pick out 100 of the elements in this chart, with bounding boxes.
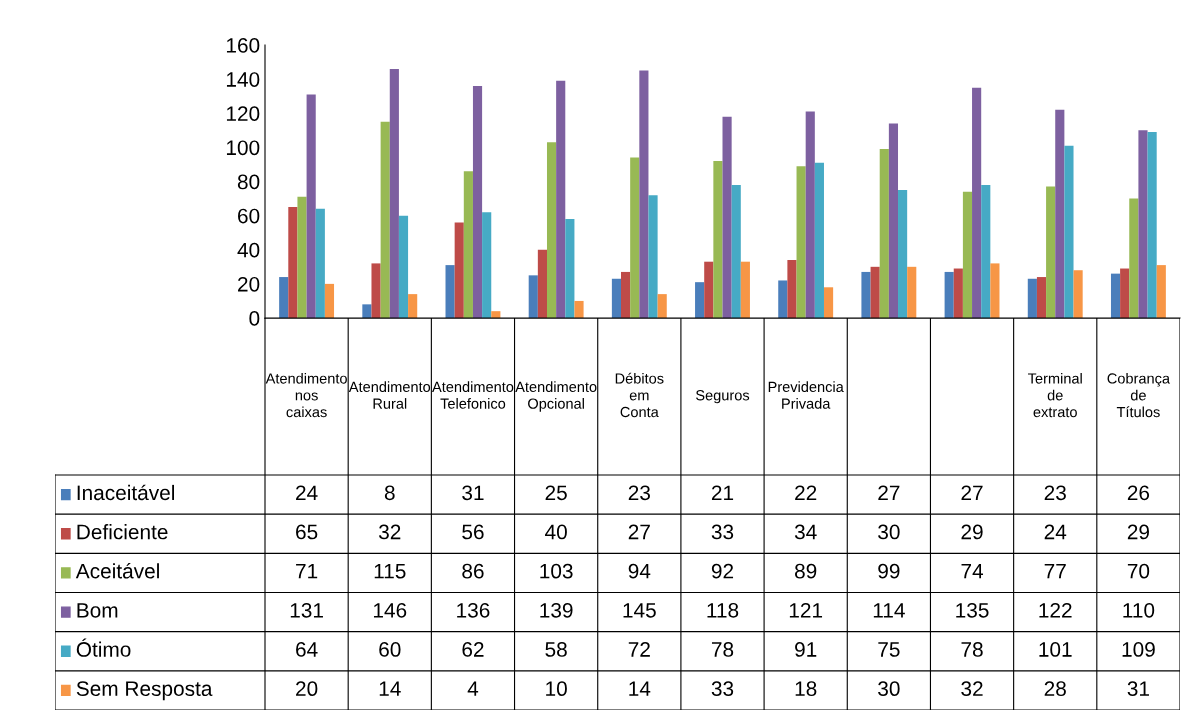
bar [888, 123, 899, 318]
bar [1027, 278, 1037, 318]
data-label: 20 [296, 681, 318, 697]
data-label: 28 [1044, 681, 1066, 697]
data-label: 122 [1039, 602, 1072, 618]
bar [740, 261, 750, 318]
data-label: 99 [878, 563, 900, 579]
data-label: 32 [961, 681, 983, 697]
data-label: 33 [711, 681, 734, 697]
data-label: 115 [374, 563, 406, 579]
data-label: 30 [878, 681, 900, 697]
data-label: 24 [296, 485, 318, 500]
data-label: 32 [378, 524, 401, 540]
bar [546, 142, 557, 318]
legend-label: Bom [77, 603, 118, 618]
data-label: 89 [795, 563, 817, 579]
y-tick-label: 80 [237, 174, 260, 190]
y-tick-label: 140 [226, 72, 260, 87]
legend-label: Deficiente [77, 524, 168, 540]
bar [306, 94, 316, 318]
bar [898, 190, 908, 318]
x-tick-label: Atendimento nos caixas [265, 372, 347, 418]
data-label: 60 [379, 642, 401, 657]
bar [324, 283, 335, 318]
data-label: 94 [628, 563, 651, 579]
data-label: 71 [296, 563, 318, 579]
bar [362, 304, 372, 318]
bar [297, 196, 307, 318]
bar [537, 249, 547, 318]
data-label: 78 [961, 642, 983, 657]
bar [621, 271, 631, 318]
data-label: 24 [1044, 524, 1067, 540]
bar [639, 70, 649, 318]
bar [463, 171, 473, 318]
bar [722, 116, 732, 318]
x-tick-label: Terminal de extrato [1028, 372, 1082, 418]
bar [861, 271, 871, 318]
bar [796, 166, 806, 318]
data-label: 135 [956, 602, 989, 618]
x-tick-label: Débitos em Conta [615, 372, 664, 418]
data-label: 103 [540, 563, 573, 579]
bar [787, 259, 797, 318]
bar [1055, 109, 1065, 318]
bar [695, 282, 705, 318]
bar [1138, 130, 1148, 318]
bar [380, 121, 390, 318]
bar [879, 149, 889, 318]
bar [611, 278, 622, 318]
data-label: 64 [296, 642, 318, 657]
bar [454, 222, 464, 318]
data-label: 29 [961, 524, 983, 540]
data-label: 70 [1127, 563, 1150, 579]
bar [315, 208, 325, 318]
bar [657, 294, 667, 318]
data-label: 109 [1122, 642, 1155, 657]
data-label: 62 [462, 642, 484, 657]
data-label: 145 [623, 603, 656, 618]
bar [962, 191, 973, 318]
bar [574, 300, 584, 318]
data-label: 10 [546, 681, 567, 697]
x-tick-label: Seguros [696, 390, 750, 404]
y-tick-label: 100 [226, 140, 260, 156]
data-label: 92 [711, 563, 734, 579]
data-label: 18 [795, 681, 817, 697]
bar [565, 219, 575, 318]
bar [704, 261, 714, 318]
data-label: 78 [711, 642, 734, 657]
legend-label: Aceitável [75, 562, 159, 579]
x-tick-label: Atendimento Opcional [515, 381, 597, 412]
data-label: 146 [373, 602, 407, 618]
data-label: 77 [1044, 563, 1066, 579]
data-label: 22 [795, 485, 817, 500]
bar [528, 275, 538, 318]
data-label: 121 [789, 602, 823, 618]
bar [1073, 270, 1083, 318]
bar [814, 162, 824, 318]
legend-label: Inaceitável [77, 484, 174, 501]
bar [805, 111, 815, 318]
y-tick-label: 0 [249, 311, 260, 326]
bar [408, 294, 418, 318]
data-label: 74 [961, 563, 984, 579]
data-label: 21 [711, 485, 734, 500]
data-label: 114 [873, 603, 905, 618]
data-label: 58 [545, 642, 567, 657]
data-label: 139 [540, 602, 573, 618]
bar [981, 184, 991, 318]
data-label: 75 [878, 642, 900, 657]
data-label: 4 [467, 681, 479, 696]
data-label: 56 [462, 524, 484, 540]
bar [823, 287, 834, 318]
bar [1129, 198, 1139, 318]
data-label: 101 [1039, 642, 1072, 657]
bar [1147, 132, 1157, 318]
bar [713, 161, 723, 318]
y-tick-label: 60 [238, 208, 260, 224]
bar [1046, 186, 1056, 318]
bar [398, 215, 409, 318]
bar [907, 266, 917, 318]
bar [1156, 265, 1166, 318]
x-tick-label: Cobrança de Títulos [1107, 372, 1171, 418]
